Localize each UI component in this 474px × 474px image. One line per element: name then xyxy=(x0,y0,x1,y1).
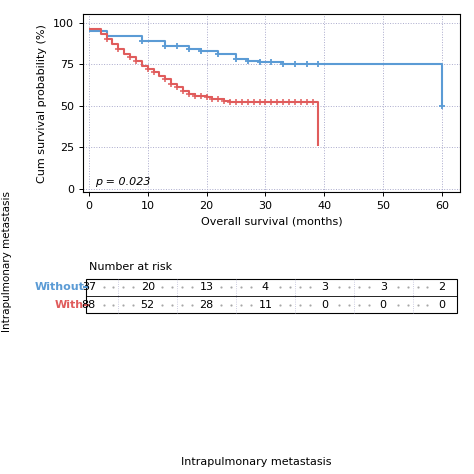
Text: 88: 88 xyxy=(82,300,96,310)
Text: 11: 11 xyxy=(258,300,273,310)
Text: 0: 0 xyxy=(380,300,387,310)
Text: Intrapulmonary metastasis: Intrapulmonary metastasis xyxy=(2,191,12,332)
Text: 52: 52 xyxy=(141,300,155,310)
Text: 4: 4 xyxy=(262,283,269,292)
Text: Number at risk: Number at risk xyxy=(89,262,172,272)
Text: 28: 28 xyxy=(200,300,214,310)
Text: 13: 13 xyxy=(200,283,214,292)
Text: With: With xyxy=(55,300,84,310)
Text: 2: 2 xyxy=(438,283,446,292)
Y-axis label: Cum survival probability (%): Cum survival probability (%) xyxy=(37,24,47,182)
Bar xyxy=(86,279,457,313)
Text: 3: 3 xyxy=(321,283,328,292)
X-axis label: Overall survival (months): Overall survival (months) xyxy=(201,217,342,227)
Text: Intrapulmonary metastasis: Intrapulmonary metastasis xyxy=(181,457,331,467)
Text: 0: 0 xyxy=(438,300,446,310)
Text: 20: 20 xyxy=(141,283,155,292)
Text: 3: 3 xyxy=(380,283,387,292)
Text: Without: Without xyxy=(34,283,84,292)
Text: 0: 0 xyxy=(321,300,328,310)
Text: 37: 37 xyxy=(82,283,96,292)
Text: p = 0.023: p = 0.023 xyxy=(95,177,150,187)
